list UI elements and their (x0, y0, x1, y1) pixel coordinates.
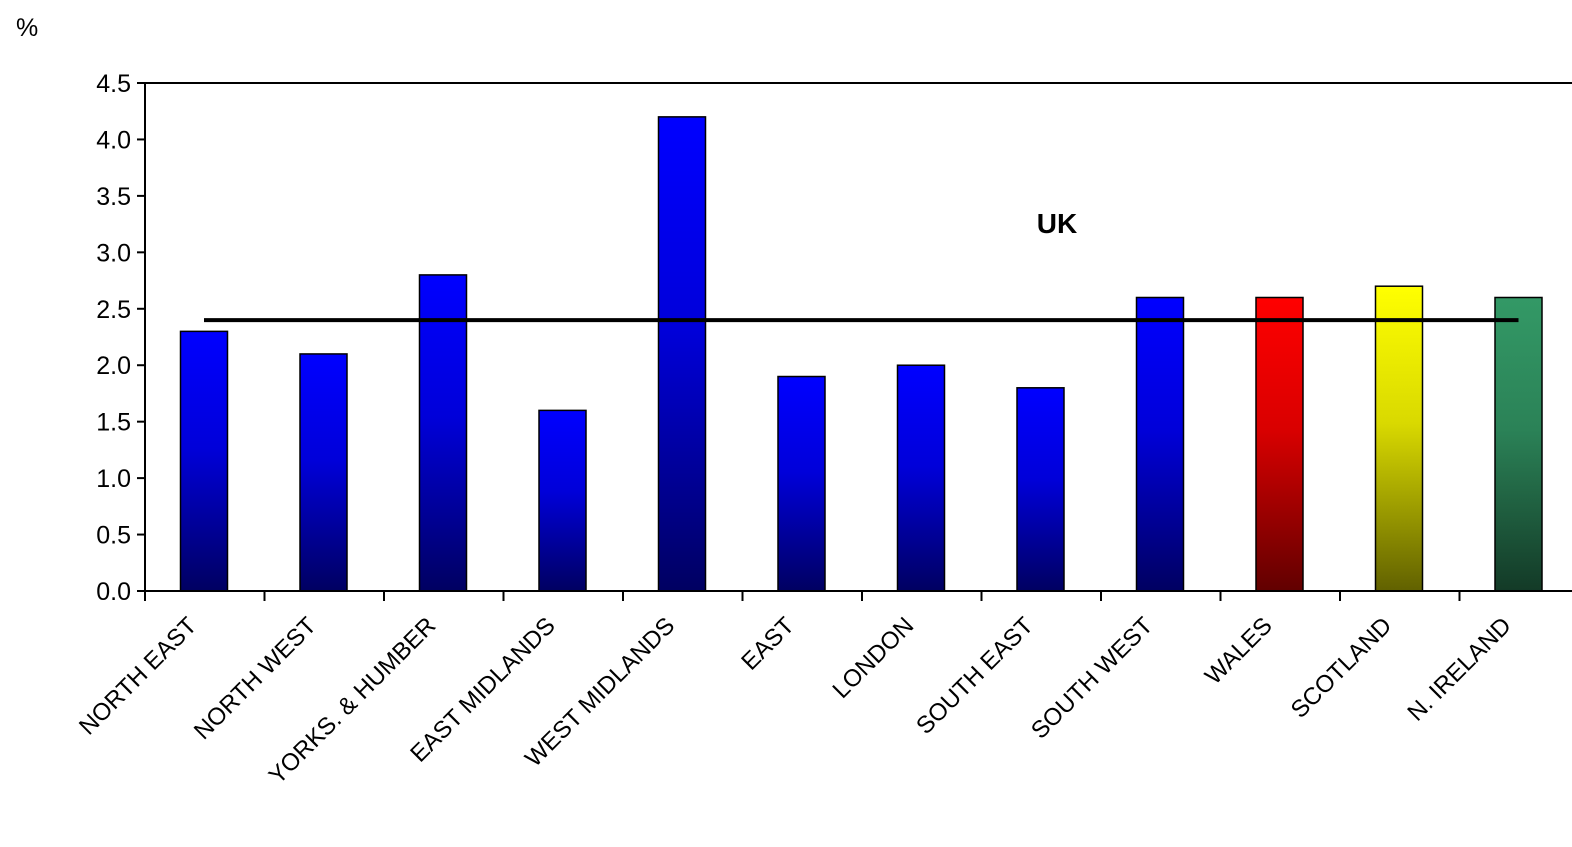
bar-west-midlands (657, 116, 707, 592)
bar-east (777, 375, 826, 592)
bar-n-ireland (1494, 296, 1543, 592)
x-category-label-london: LONDON (828, 612, 920, 704)
y-tick-label: 3.0 (96, 239, 131, 267)
bar-south-west (1135, 296, 1185, 592)
bar-yorks-humber (418, 274, 468, 592)
y-axis: 0.0 0.5 1.0 1.5 2.0 2.5 3.0 3.5 4.0 4.5 (96, 70, 145, 606)
bars (179, 116, 1543, 592)
bar-wales (1255, 296, 1304, 592)
x-category-label-south-east: SOUTH EAST (911, 612, 1039, 740)
x-category-label-scotland: SCOTLAND (1286, 612, 1398, 724)
y-tick-label: 0.0 (96, 578, 131, 606)
bar-east-midlands (538, 409, 587, 592)
bar-north-west (299, 353, 348, 592)
bar-scotland (1374, 285, 1424, 592)
x-category-label-n-ireland: N. IRELAND (1402, 612, 1516, 726)
y-tick-label: 2.0 (96, 352, 131, 380)
y-tick-label: 2.5 (96, 296, 131, 324)
x-category-label-east: EAST (736, 612, 800, 676)
reference-line-group: UK (204, 208, 1519, 323)
x-category-label-south-west: SOUTH WEST (1026, 612, 1158, 744)
bar-south-east (1016, 387, 1065, 592)
x-category-label-wales: WALES (1200, 612, 1278, 690)
uk-average-label: UK (1037, 208, 1077, 239)
y-tick-label: 3.5 (96, 183, 131, 211)
bar-north-east (179, 330, 229, 592)
y-tick-label: 1.0 (96, 465, 131, 493)
plot-area (144, 82, 1572, 591)
y-axis-unit-label: % (16, 14, 38, 42)
bar-london (896, 364, 946, 592)
y-tick-label: 4.0 (96, 126, 131, 154)
y-tick-label: 4.5 (96, 70, 131, 98)
y-tick-label: 1.5 (96, 409, 131, 437)
y-tick-label: 0.5 (96, 522, 131, 550)
x-category-label-north-east: NORTH EAST (74, 612, 202, 740)
x-category-label-north-west: NORTH WEST (189, 612, 322, 745)
